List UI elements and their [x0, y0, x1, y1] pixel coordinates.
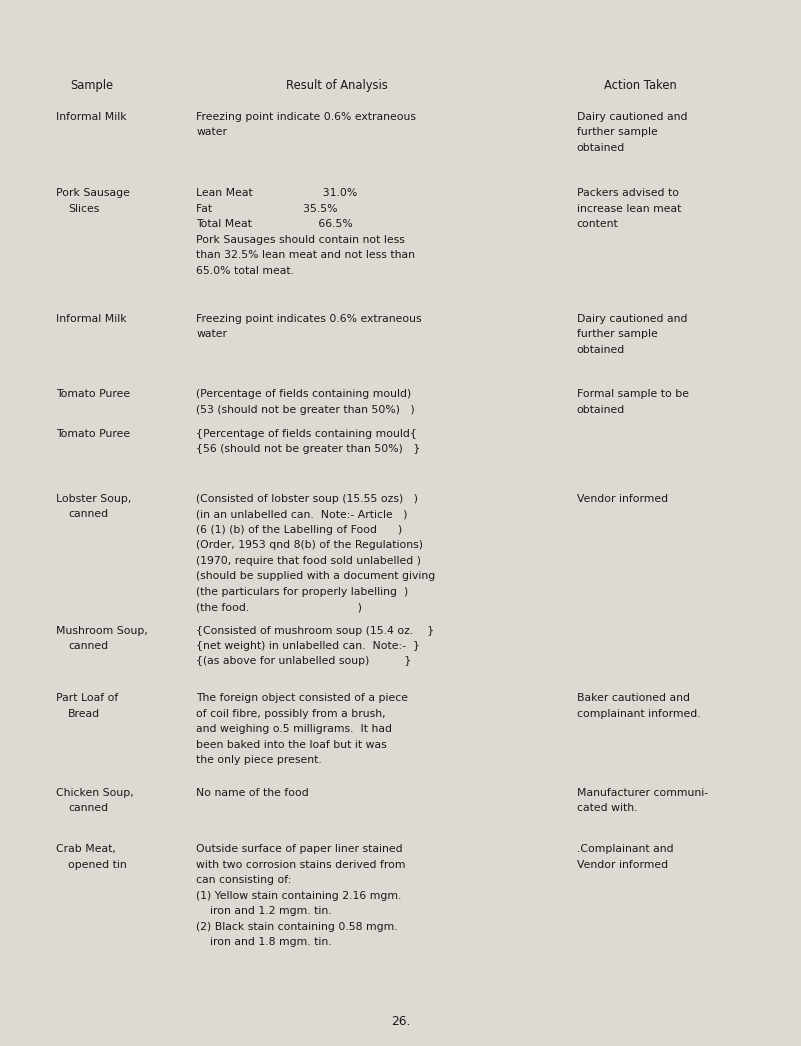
Text: Action Taken: Action Taken: [605, 79, 677, 92]
Text: No name of the food: No name of the food: [196, 788, 309, 798]
Text: Bread: Bread: [68, 709, 100, 719]
Text: (1) Yellow stain containing 2.16 mgm.: (1) Yellow stain containing 2.16 mgm.: [196, 890, 401, 901]
Text: complainant informed.: complainant informed.: [577, 709, 700, 719]
Text: Pork Sausage: Pork Sausage: [56, 188, 130, 199]
Text: 26.: 26.: [391, 1015, 410, 1027]
Text: water: water: [196, 128, 227, 137]
Text: with two corrosion stains derived from: with two corrosion stains derived from: [196, 860, 406, 869]
Text: (Consisted of lobster soup (15.55 ozs)   ): (Consisted of lobster soup (15.55 ozs) ): [196, 494, 418, 504]
Text: Informal Milk: Informal Milk: [56, 314, 127, 324]
Text: {Percentage of fields containing mould{: {Percentage of fields containing mould{: [196, 429, 417, 439]
Text: the only piece present.: the only piece present.: [196, 755, 322, 766]
Text: iron and 1.8 mgm. tin.: iron and 1.8 mgm. tin.: [196, 937, 332, 947]
Text: Slices: Slices: [68, 204, 99, 213]
Text: content: content: [577, 220, 618, 229]
Text: Lobster Soup,: Lobster Soup,: [56, 494, 131, 504]
Text: obtained: obtained: [577, 143, 625, 153]
Text: Dairy cautioned and: Dairy cautioned and: [577, 314, 687, 324]
Text: {(as above for unlabelled soup)          }: {(as above for unlabelled soup) }: [196, 657, 412, 666]
Text: Fat                          35.5%: Fat 35.5%: [196, 204, 338, 213]
Text: (Order, 1953 qnd 8(b) of the Regulations): (Order, 1953 qnd 8(b) of the Regulations…: [196, 540, 423, 550]
Text: Mushroom Soup,: Mushroom Soup,: [56, 626, 148, 636]
Text: of coil fibre, possibly from a brush,: of coil fibre, possibly from a brush,: [196, 709, 386, 719]
Text: Crab Meat,: Crab Meat,: [56, 844, 116, 855]
Text: (Percentage of fields containing mould): (Percentage of fields containing mould): [196, 389, 412, 400]
Text: (2) Black stain containing 0.58 mgm.: (2) Black stain containing 0.58 mgm.: [196, 922, 398, 932]
Text: can consisting of:: can consisting of:: [196, 876, 292, 885]
Text: Part Loaf of: Part Loaf of: [56, 693, 119, 704]
Text: Freezing point indicates 0.6% extraneous: Freezing point indicates 0.6% extraneous: [196, 314, 422, 324]
Text: Pork Sausages should contain not less: Pork Sausages should contain not less: [196, 234, 405, 245]
Text: Informal Milk: Informal Milk: [56, 112, 127, 122]
Text: obtained: obtained: [577, 345, 625, 355]
Text: 65.0% total meat.: 65.0% total meat.: [196, 266, 294, 276]
Text: obtained: obtained: [577, 405, 625, 414]
Text: Manufacturer communi-: Manufacturer communi-: [577, 788, 708, 798]
Text: {56 (should not be greater than 50%)   }: {56 (should not be greater than 50%) }: [196, 445, 421, 454]
Text: Sample: Sample: [70, 79, 114, 92]
Text: water: water: [196, 329, 227, 339]
Text: {Consisted of mushroom soup (15.4 oz.    }: {Consisted of mushroom soup (15.4 oz. }: [196, 626, 434, 636]
Text: (should be supplied with a document giving: (should be supplied with a document givi…: [196, 571, 436, 582]
Text: canned: canned: [68, 509, 108, 519]
Text: The foreign object consisted of a piece: The foreign object consisted of a piece: [196, 693, 409, 704]
Text: Packers advised to: Packers advised to: [577, 188, 678, 199]
Text: Dairy cautioned and: Dairy cautioned and: [577, 112, 687, 122]
Text: Result of Analysis: Result of Analysis: [285, 79, 388, 92]
Text: been baked into the loaf but it was: been baked into the loaf but it was: [196, 740, 387, 750]
Text: (53 (should not be greater than 50%)   ): (53 (should not be greater than 50%) ): [196, 405, 415, 414]
Text: (in an unlabelled can.  Note:- Article   ): (in an unlabelled can. Note:- Article ): [196, 509, 408, 519]
Text: {net weight) in unlabelled can.  Note:-  }: {net weight) in unlabelled can. Note:- }: [196, 641, 420, 651]
Text: iron and 1.2 mgm. tin.: iron and 1.2 mgm. tin.: [196, 906, 332, 916]
Text: opened tin: opened tin: [68, 860, 127, 869]
Text: than 32.5% lean meat and not less than: than 32.5% lean meat and not less than: [196, 250, 415, 260]
Text: Vendor informed: Vendor informed: [577, 494, 668, 504]
Text: Formal sample to be: Formal sample to be: [577, 389, 689, 400]
Text: (1970, require that food sold unlabelled ): (1970, require that food sold unlabelled…: [196, 555, 421, 566]
Text: (the food.                               ): (the food. ): [196, 602, 362, 612]
Text: .Complainant and: .Complainant and: [577, 844, 674, 855]
Text: Outside surface of paper liner stained: Outside surface of paper liner stained: [196, 844, 403, 855]
Text: (the particulars for properly labelling  ): (the particulars for properly labelling …: [196, 587, 409, 596]
Text: Vendor informed: Vendor informed: [577, 860, 668, 869]
Text: canned: canned: [68, 641, 108, 651]
Text: Tomato Puree: Tomato Puree: [56, 389, 131, 400]
Text: cated with.: cated with.: [577, 803, 638, 813]
Text: further sample: further sample: [577, 128, 658, 137]
Text: (6 (1) (b) of the Labelling of Food      ): (6 (1) (b) of the Labelling of Food ): [196, 525, 402, 535]
Text: Total Meat                   66.5%: Total Meat 66.5%: [196, 220, 353, 229]
Text: Baker cautioned and: Baker cautioned and: [577, 693, 690, 704]
Text: Freezing point indicate 0.6% extraneous: Freezing point indicate 0.6% extraneous: [196, 112, 417, 122]
Text: Tomato Puree: Tomato Puree: [56, 429, 131, 439]
Text: Lean Meat                    31.0%: Lean Meat 31.0%: [196, 188, 357, 199]
Text: further sample: further sample: [577, 329, 658, 339]
Text: increase lean meat: increase lean meat: [577, 204, 681, 213]
Text: and weighing o.5 milligrams.  It had: and weighing o.5 milligrams. It had: [196, 725, 392, 734]
Text: canned: canned: [68, 803, 108, 813]
Text: Chicken Soup,: Chicken Soup,: [56, 788, 134, 798]
